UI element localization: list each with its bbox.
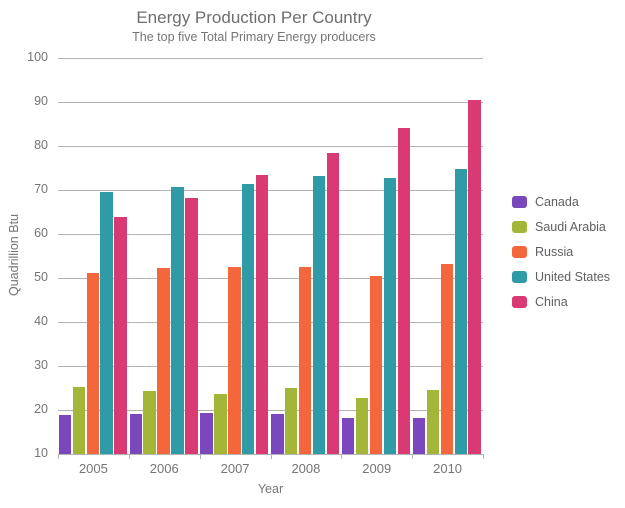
bar-saudi-arabia-2007[interactable] (214, 394, 227, 454)
bar-russia-2009[interactable] (369, 275, 383, 454)
legend-item-label: Canada (535, 195, 579, 209)
bar-saudi-arabia-2009[interactable] (355, 398, 369, 454)
bar-russia-2008[interactable] (299, 267, 312, 454)
x-axis-tick (199, 454, 201, 459)
legend-item-saudi-arabia[interactable]: Saudi Arabia (512, 220, 610, 234)
x-axis-tick (270, 454, 272, 459)
bar-russia-2007[interactable] (228, 267, 241, 454)
bar-united-states-2009[interactable] (383, 178, 397, 454)
bar-united-states-2005[interactable] (100, 192, 113, 454)
bar-canada-2007[interactable] (200, 412, 213, 454)
legend-swatch-icon (512, 246, 527, 258)
x-tick-label-2006: 2006 (149, 461, 179, 476)
y-tick-label-10: 10 (34, 446, 48, 460)
y-tick-label-80: 80 (34, 138, 48, 152)
bar-saudi-arabia-2005[interactable] (72, 387, 85, 454)
x-tick-label-2010: 2010 (433, 461, 463, 476)
bar-china-2010[interactable] (468, 100, 481, 454)
chart-subtitle: The top five Total Primary Energy produc… (132, 30, 376, 44)
bar-china-2006[interactable] (185, 197, 198, 454)
x-axis-tick (128, 454, 130, 459)
y-tick-label-100: 100 (27, 50, 48, 64)
bar-united-states-2006[interactable] (171, 186, 184, 454)
legend-swatch-icon (512, 221, 527, 233)
bar-saudi-arabia-2008[interactable] (285, 388, 298, 454)
bar-china-2008[interactable] (326, 153, 340, 454)
bar-china-2005[interactable] (114, 216, 127, 454)
x-axis-tick (412, 454, 414, 459)
x-axis-tick (483, 454, 484, 459)
gridline-60 (58, 234, 483, 235)
x-tick-label-2008: 2008 (291, 461, 321, 476)
bar-russia-2005[interactable] (86, 273, 99, 454)
y-tick-label-50: 50 (34, 270, 48, 284)
y-tick-label-90: 90 (34, 94, 48, 108)
bar-united-states-2010[interactable] (454, 168, 467, 454)
gridline-80 (58, 146, 483, 147)
gridline-90 (58, 102, 483, 103)
bar-canada-2008[interactable] (271, 414, 284, 454)
x-axis-tick (341, 454, 343, 459)
gridline-40 (58, 322, 483, 323)
legend-item-russia[interactable]: Russia (512, 245, 610, 259)
legend-item-label: United States (535, 270, 611, 284)
x-tick-label-2005: 2005 (78, 461, 108, 476)
bar-canada-2006[interactable] (129, 413, 142, 454)
legend-swatch-icon (512, 271, 527, 283)
bar-russia-2006[interactable] (157, 268, 170, 454)
y-tick-label-70: 70 (34, 182, 48, 196)
x-axis-title: Year (257, 482, 284, 496)
plot-area (58, 58, 484, 459)
bar-canada-2010[interactable] (412, 417, 426, 454)
bar-china-2009[interactable] (397, 128, 411, 454)
gridline-20 (58, 410, 483, 411)
legend-item-united-states[interactable]: United States (512, 270, 611, 284)
bar-united-states-2007[interactable] (242, 184, 255, 454)
legend-swatch-icon (512, 196, 527, 208)
bar-china-2007[interactable] (255, 175, 269, 454)
bar-russia-2010[interactable] (440, 263, 454, 454)
bar-canada-2009[interactable] (342, 418, 355, 454)
x-tick-label-2007: 2007 (220, 461, 250, 476)
legend-item-label: Saudi Arabia (535, 220, 606, 234)
legend: Canada Saudi Arabia Russia United States Chi… (512, 195, 611, 321)
y-tick-label-60: 60 (34, 226, 48, 240)
legend-swatch-icon (512, 296, 527, 308)
y-tick-label-20: 20 (34, 402, 48, 416)
y-tick-label-30: 30 (34, 358, 48, 372)
bar-saudi-arabia-2010[interactable] (426, 390, 440, 454)
x-axis-tick (58, 454, 59, 459)
x-tick-label-2009: 2009 (362, 461, 392, 476)
chart-title: Energy Production Per Country (136, 8, 372, 27)
gridline-30 (58, 366, 483, 367)
legend-item-canada[interactable]: Canada (512, 195, 610, 209)
y-tick-label-40: 40 (34, 314, 48, 328)
legend-item-label: China (535, 295, 568, 309)
bar-saudi-arabia-2006[interactable] (143, 390, 156, 454)
bar-united-states-2008[interactable] (312, 175, 326, 454)
bar-canada-2005[interactable] (58, 415, 72, 454)
legend-item-label: Russia (535, 245, 574, 259)
gridline-50 (58, 278, 483, 279)
legend-item-china[interactable]: China (512, 295, 610, 309)
gridline-70 (58, 190, 483, 191)
gridline-100 (58, 58, 483, 59)
